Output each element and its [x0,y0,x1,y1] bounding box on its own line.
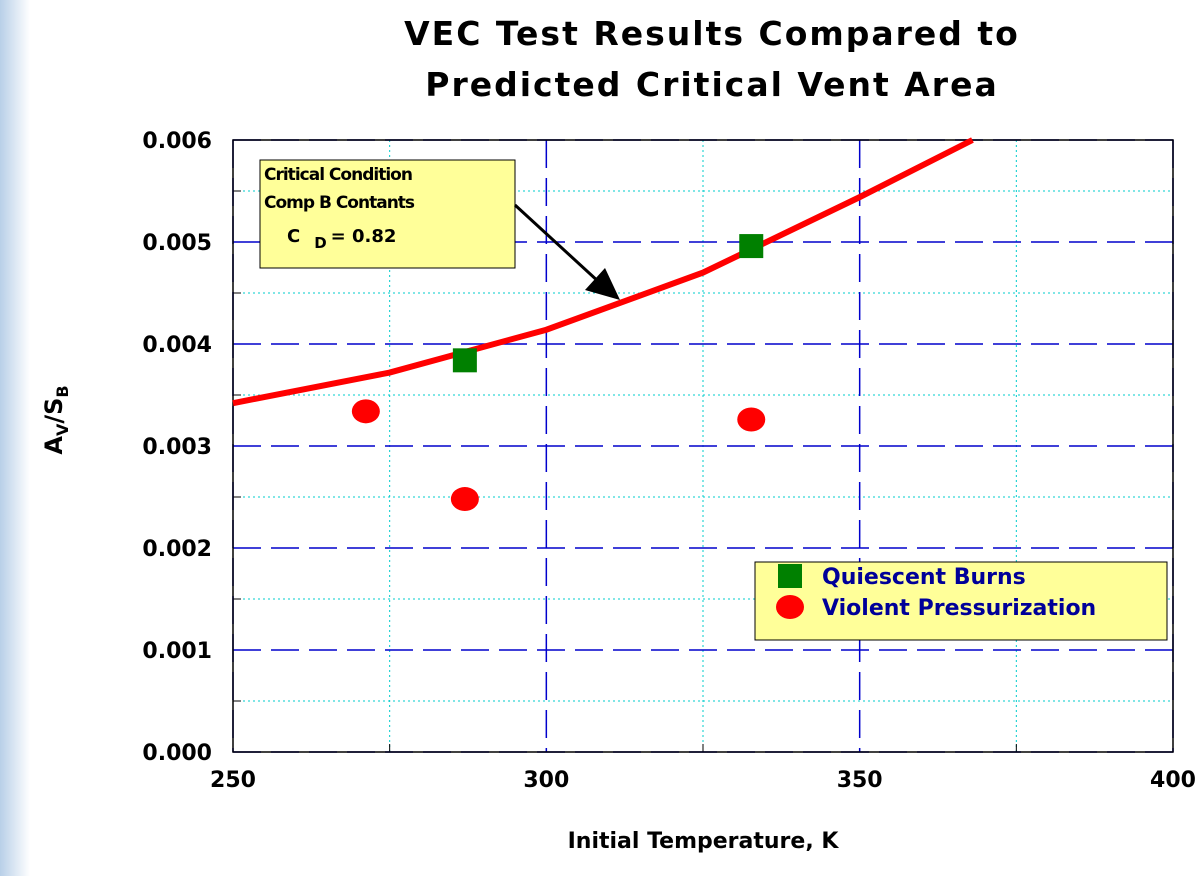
annotation-text: Critical Condition [264,165,412,185]
x-tick-label: 300 [523,768,569,793]
y-tick-label: 0.005 [142,231,212,256]
arrow-line [513,203,602,285]
annotation-text: Comp B Contants [264,193,415,213]
y-tick-label: 0.004 [142,333,212,358]
legend-marker [778,564,802,588]
y-label-part: A [40,436,68,455]
y-label-sub: B [53,385,72,397]
legend-label: Violent Pressurization [822,596,1096,621]
point [450,487,479,512]
y-tick-label: 0.001 [142,639,212,664]
annotation-sub: D [314,234,326,252]
point [739,234,764,259]
legend-marker [776,595,804,619]
x-axis-label: Initial Temperature, K [568,829,840,854]
arrow-head [585,268,620,300]
x-tick-label: 350 [837,768,883,793]
y-label-part: /S [40,398,68,424]
y-tick-label: 0.000 [142,741,212,766]
chart-title: Predicted Critical Vent Area [425,65,998,104]
annotation-box [259,159,516,269]
y-label-sub: V [53,423,72,436]
legend-box [754,561,1168,641]
point [351,399,380,424]
x-tick-label: 250 [210,768,256,793]
critical-curve [232,137,974,407]
point [737,407,766,432]
y-tick-label: 0.002 [142,537,212,562]
y-tick-label: 0.006 [142,129,212,154]
point [452,348,477,373]
x-tick-label: 400 [1150,768,1196,793]
annotation-text: C D = 0.82 [287,226,396,252]
background-edge [0,0,30,876]
annotation-part: = 0.82 [331,226,397,247]
annotation-part: C [287,226,300,247]
chart-title: VEC Test Results Compared to [404,14,1020,53]
y-tick-label: 0.003 [142,435,212,460]
legend-label: Quiescent Burns [822,565,1026,590]
y-axis-label: AV/SB [40,385,72,454]
plot-frame [232,139,1174,753]
